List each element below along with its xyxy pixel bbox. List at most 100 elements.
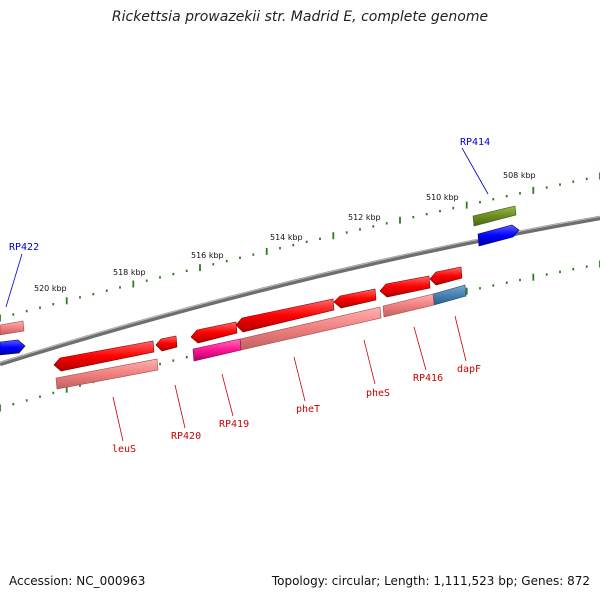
lower-track-minor-tick [185, 356, 188, 359]
gene-label-rp420[interactable]: RP420 [171, 431, 201, 442]
upper-track-minor-tick [585, 177, 588, 181]
gene-label-dapf[interactable]: dapF [457, 364, 481, 375]
lower-track-minor-tick [492, 284, 495, 287]
upper-track-major-tick [199, 264, 201, 272]
cds-dapf[interactable] [432, 284, 467, 306]
upper-track-minor-tick [412, 216, 415, 219]
gene-rp420-arrow[interactable] [155, 335, 178, 352]
upper-track-major-tick [265, 247, 268, 255]
lower-track-minor-tick [559, 270, 561, 274]
upper-track-minor-tick [385, 222, 388, 225]
gene-label-phet[interactable]: pheT [296, 404, 320, 415]
lower-track-minor-tick [545, 273, 548, 276]
upper-track-minor-tick [39, 306, 41, 309]
upper-track-minor-tick [225, 259, 228, 263]
gene-olive-feature[interactable] [472, 205, 517, 227]
lower-track-minor-tick [39, 395, 41, 398]
leader-phes [363, 339, 376, 385]
upper-track-minor-tick [185, 269, 188, 272]
lower-track-minor-tick [52, 391, 55, 395]
lower-track-minor-tick [12, 403, 15, 406]
upper-track-minor-tick [345, 231, 348, 234]
upper-track-minor-tick [372, 225, 375, 228]
upper-track-minor-tick [92, 292, 95, 296]
upper-track-minor-tick [212, 263, 215, 266]
lower-track-minor-tick [585, 265, 588, 268]
upper-track-minor-tick [492, 198, 495, 201]
lower-track-minor-tick [172, 359, 175, 362]
upper-track-minor-tick [279, 247, 281, 250]
upper-track-minor-tick [319, 237, 321, 240]
gene-rp422-arrow[interactable] [0, 339, 26, 356]
gene-rp419-arrow[interactable] [190, 321, 238, 344]
scale-label-514: 514 kbp [270, 233, 303, 242]
leader-rp419 [221, 373, 234, 417]
upper-track-minor-tick [25, 309, 28, 313]
upper-track-minor-tick [159, 276, 161, 279]
scale-labels: 508 kbp 510 kbp 512 kbp 514 kbp 516 kbp … [34, 171, 536, 293]
forward-strand-features [0, 205, 520, 356]
upper-track-major-tick [132, 280, 135, 288]
gene-label-rp416[interactable]: RP416 [413, 373, 443, 384]
leader-leus [112, 396, 124, 442]
gene-label-rp419[interactable]: RP419 [219, 419, 249, 430]
upper-track-minor-tick [252, 253, 255, 256]
upper-track-minor-tick [52, 303, 55, 306]
upper-track-major-tick [0, 314, 1, 322]
upper-track-minor-tick [305, 240, 308, 244]
lower-track-major-tick [0, 404, 1, 412]
gene-rp416-arrow[interactable] [379, 275, 431, 298]
upper-track-minor-tick [172, 272, 175, 276]
scale-label-516: 516 kbp [191, 251, 224, 260]
leader-phet [293, 356, 306, 402]
leader-dapf [454, 315, 467, 362]
leader-rp414 [461, 147, 489, 195]
upper-track-minor-tick [439, 209, 441, 213]
gene-rp414-arrow[interactable] [477, 224, 520, 247]
gene-phet-arrow[interactable] [235, 298, 335, 333]
reverse-strand-genes [53, 266, 463, 372]
lower-track-major-tick [465, 287, 468, 295]
genome-summary-text: Topology: circular; Length: 1,111,523 bp… [271, 574, 590, 588]
upper-track-minor-tick [519, 192, 521, 195]
label-leader-lines [5, 147, 489, 442]
upper-tick-track [0, 172, 600, 322]
upper-track-major-tick [399, 216, 401, 224]
upper-track-major-tick [465, 201, 468, 209]
cds-rp419[interactable] [192, 338, 242, 362]
upper-track-minor-tick [145, 279, 148, 282]
gene-label-phes[interactable]: pheS [366, 388, 390, 399]
lower-track-minor-tick [159, 362, 161, 366]
upper-track-minor-tick [479, 201, 481, 204]
gene-phes-arrow[interactable] [333, 288, 377, 309]
upper-track-minor-tick [119, 286, 121, 289]
gene-label-rp414[interactable]: RP414 [460, 137, 490, 148]
scale-label-520: 520 kbp [34, 284, 67, 293]
lower-track-minor-tick [479, 287, 481, 290]
upper-track-minor-tick [559, 183, 561, 186]
gene-rp422-cds[interactable] [0, 320, 25, 336]
lower-track-major-tick [532, 273, 535, 281]
upper-track-minor-tick [239, 256, 241, 259]
upper-track-minor-tick [425, 212, 428, 216]
gene-labels: RP414 RP422 dapF RP416 pheS pheT RP419 R… [9, 137, 490, 455]
reverse-strand-cds [55, 284, 467, 390]
cds-leus[interactable] [55, 358, 159, 390]
lower-track-major-tick [65, 385, 68, 393]
cds-rp416[interactable] [382, 293, 435, 318]
upper-track-minor-tick [292, 243, 295, 247]
upper-track-major-tick [65, 297, 68, 305]
scale-label-508: 508 kbp [503, 171, 536, 180]
gene-dapf-arrow[interactable] [429, 266, 463, 286]
leader-rp420 [174, 384, 186, 429]
upper-track-minor-tick [105, 289, 108, 292]
gene-label-leus[interactable]: leuS [112, 444, 136, 455]
lower-track-minor-tick [79, 384, 81, 387]
lower-track-minor-tick [572, 268, 575, 271]
upper-track-major-tick [332, 232, 335, 240]
lower-track-minor-tick [519, 278, 521, 282]
upper-track-minor-tick [505, 195, 508, 198]
gene-label-rp422[interactable]: RP422 [9, 242, 39, 253]
gene-leus-arrow[interactable] [53, 340, 155, 372]
